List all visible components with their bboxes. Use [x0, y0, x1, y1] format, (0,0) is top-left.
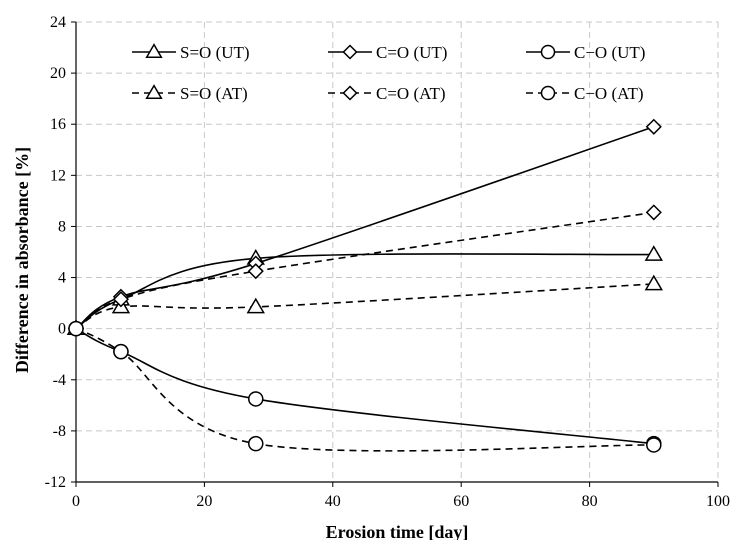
data-point-triangle	[644, 274, 663, 291]
legend-item-2: C−O (UT)	[526, 43, 645, 62]
x-tick-label: 100	[706, 493, 730, 510]
x-tick-label: 20	[196, 493, 212, 510]
legend-item-1: C=O (UT)	[328, 43, 447, 62]
y-tick-label: 24	[50, 14, 66, 31]
series-0	[66, 245, 663, 336]
legend-item-4: C=O (AT)	[328, 84, 446, 103]
series-5	[68, 320, 662, 453]
series-layer	[66, 118, 663, 453]
legend-marker-circle	[540, 85, 556, 101]
legend-label: C=O (UT)	[376, 43, 447, 62]
y-tick-label: 8	[58, 218, 66, 235]
data-point-circle	[68, 320, 84, 337]
data-point-diamond	[645, 118, 662, 135]
x-tick-label: 40	[325, 493, 341, 510]
y-tick-label: -4	[53, 372, 66, 389]
y-tick-label: 20	[50, 65, 66, 82]
y-tick-label: 0	[58, 321, 66, 338]
data-point-circle	[646, 437, 662, 453]
data-point-triangle	[644, 245, 663, 261]
legend: S=O (UT) C=O (UT) C−O (UT) S=O (AT) C=O (AT)…	[132, 43, 645, 103]
y-tick-label: 4	[58, 270, 66, 287]
legend-label: S=O (UT)	[180, 43, 250, 62]
legend-item-0: S=O (UT)	[132, 43, 250, 62]
x-axis-title: Erosion time [day]	[326, 522, 469, 540]
data-point-circle	[248, 391, 264, 407]
axes	[71, 21, 719, 487]
data-point-circle	[113, 343, 129, 360]
x-tick-label: 0	[72, 493, 80, 510]
data-point-diamond	[247, 263, 264, 280]
legend-item-5: C−O (AT)	[526, 84, 644, 103]
data-point-triangle	[246, 297, 265, 314]
data-point-diamond	[645, 204, 662, 221]
x-tick-label: 60	[453, 493, 469, 510]
tick-labels: -12 -8 -4 0 4 8 12 16 20 24 0 20 40 60 80 100	[45, 14, 730, 510]
legend-item-3: S=O (AT)	[132, 84, 248, 103]
legend-marker-triangle	[145, 84, 163, 99]
grid	[76, 21, 719, 482]
data-point-circle	[248, 435, 264, 452]
series-line	[75, 126, 655, 330]
legend-marker-diamond	[342, 44, 358, 60]
series-3	[66, 274, 663, 336]
series-4	[67, 204, 662, 337]
y-axis-title: Difference in absorbance [%]	[12, 147, 32, 373]
legend-label: S=O (AT)	[180, 84, 248, 103]
legend-marker-circle	[540, 44, 556, 60]
legend-label: C=O (AT)	[376, 84, 446, 103]
series-line	[75, 253, 654, 330]
legend-marker-triangle	[145, 43, 163, 58]
series-1	[67, 118, 662, 337]
series-line	[75, 327, 654, 445]
series-line	[75, 211, 654, 330]
legend-label: C−O (UT)	[574, 43, 645, 62]
legend-label: C−O (AT)	[574, 84, 644, 103]
series-line	[75, 327, 654, 452]
y-tick-label: 16	[50, 116, 66, 133]
y-tick-label: -8	[53, 423, 66, 440]
series-line	[75, 283, 654, 330]
data-point-diamond	[112, 291, 130, 308]
y-tick-label: 12	[50, 167, 66, 184]
y-tick-label: -12	[45, 474, 66, 491]
x-tick-label: 80	[582, 493, 598, 510]
legend-marker-diamond	[342, 85, 358, 101]
